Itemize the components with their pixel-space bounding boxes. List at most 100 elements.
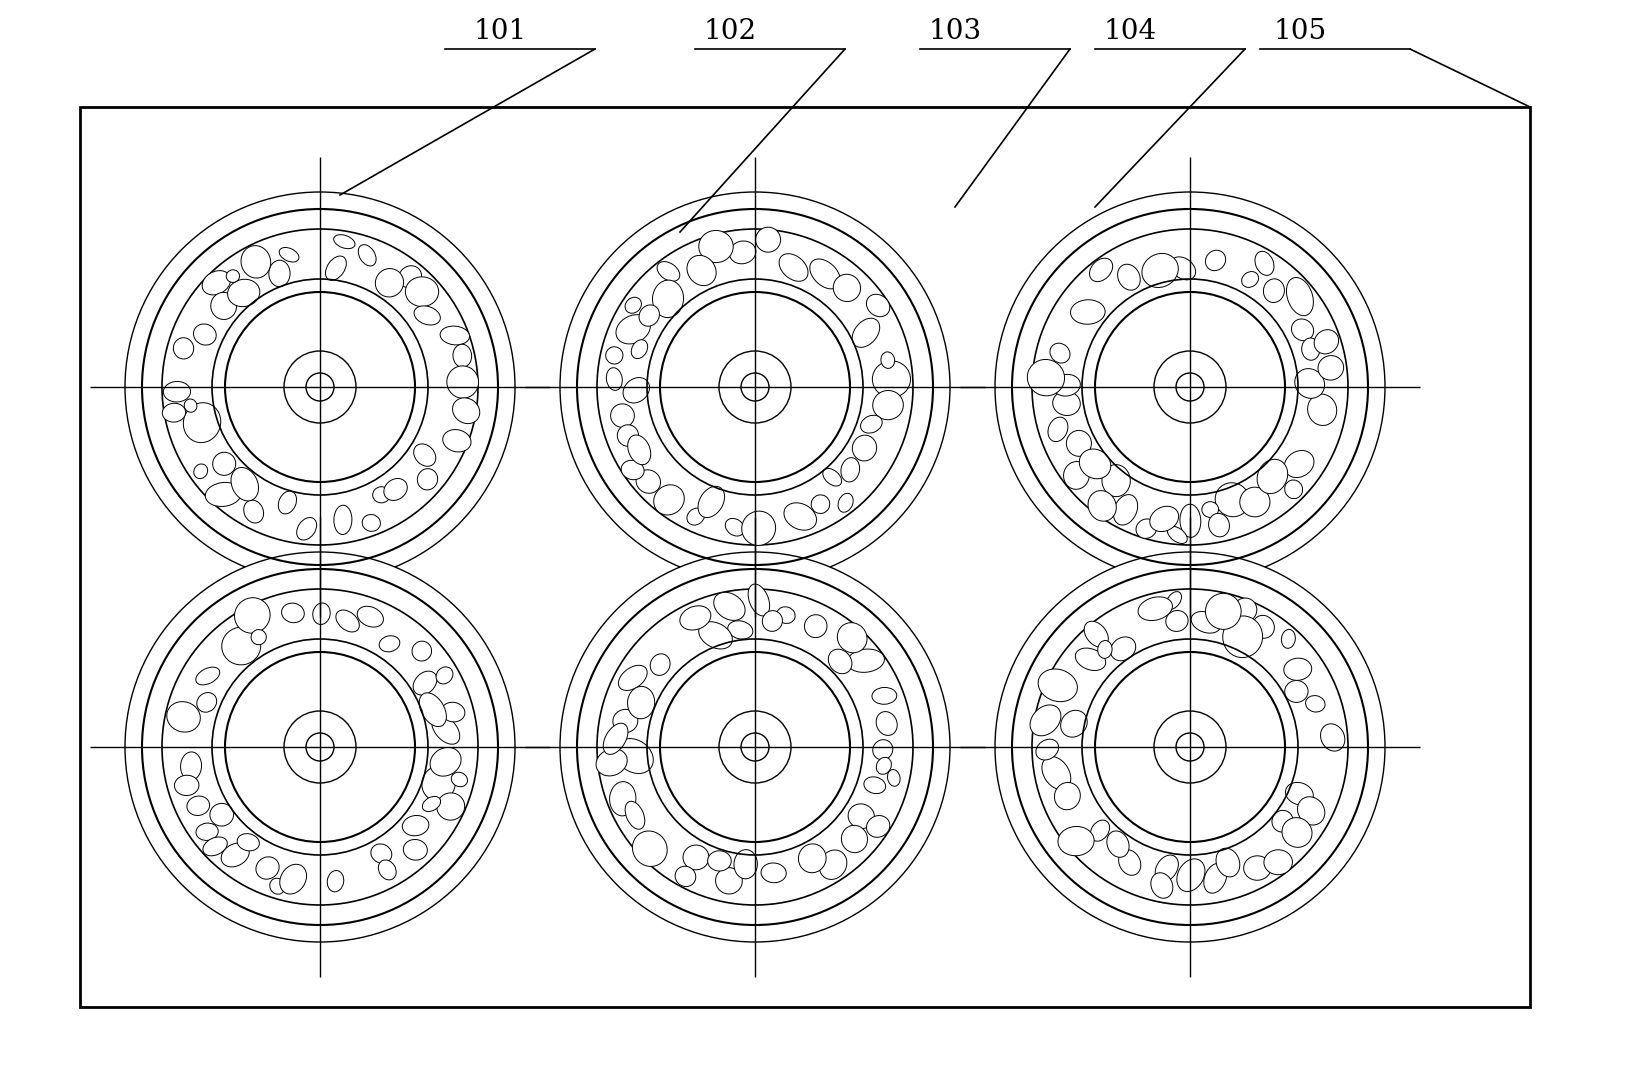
Circle shape [995, 552, 1385, 942]
Ellipse shape [163, 403, 186, 422]
Ellipse shape [1286, 277, 1313, 315]
Ellipse shape [451, 772, 468, 787]
Ellipse shape [1242, 272, 1258, 287]
Ellipse shape [616, 314, 651, 343]
Ellipse shape [1263, 279, 1285, 302]
Ellipse shape [326, 257, 346, 280]
Ellipse shape [687, 508, 705, 525]
Ellipse shape [1301, 338, 1319, 360]
Ellipse shape [1150, 507, 1179, 532]
Ellipse shape [1314, 329, 1339, 354]
Ellipse shape [376, 268, 404, 297]
Ellipse shape [436, 792, 464, 821]
Circle shape [1155, 351, 1225, 423]
Ellipse shape [654, 485, 684, 515]
Ellipse shape [748, 584, 769, 616]
Ellipse shape [804, 615, 827, 638]
Ellipse shape [1215, 848, 1240, 877]
Ellipse shape [1171, 257, 1196, 279]
Circle shape [596, 589, 912, 905]
Ellipse shape [1283, 658, 1311, 680]
Ellipse shape [436, 667, 453, 684]
Ellipse shape [651, 653, 670, 675]
Ellipse shape [399, 265, 422, 288]
Ellipse shape [632, 830, 667, 866]
Ellipse shape [1151, 873, 1173, 898]
Circle shape [660, 652, 850, 842]
Ellipse shape [336, 610, 359, 632]
Ellipse shape [881, 352, 894, 368]
Ellipse shape [853, 435, 876, 461]
Ellipse shape [1204, 863, 1227, 894]
Ellipse shape [203, 837, 227, 855]
Ellipse shape [1240, 487, 1270, 516]
Ellipse shape [1061, 710, 1087, 737]
Ellipse shape [1054, 783, 1080, 810]
Ellipse shape [1243, 855, 1271, 880]
Ellipse shape [621, 460, 644, 479]
Circle shape [226, 292, 415, 482]
Ellipse shape [865, 777, 886, 794]
Ellipse shape [1202, 502, 1219, 517]
Ellipse shape [1084, 622, 1108, 647]
Ellipse shape [784, 503, 817, 530]
Circle shape [1176, 373, 1204, 401]
Ellipse shape [1234, 598, 1257, 622]
Ellipse shape [1308, 395, 1337, 425]
Ellipse shape [842, 825, 868, 852]
Ellipse shape [848, 804, 875, 828]
Ellipse shape [212, 452, 236, 475]
Ellipse shape [184, 399, 198, 412]
Ellipse shape [422, 766, 455, 801]
Ellipse shape [1285, 480, 1303, 499]
Ellipse shape [206, 483, 242, 507]
Ellipse shape [684, 845, 708, 870]
Ellipse shape [1079, 449, 1110, 478]
Ellipse shape [1257, 460, 1288, 493]
Ellipse shape [708, 851, 731, 871]
Circle shape [741, 373, 769, 401]
Ellipse shape [1285, 450, 1314, 477]
Ellipse shape [1206, 250, 1225, 271]
Ellipse shape [268, 260, 290, 287]
Ellipse shape [812, 495, 830, 513]
Ellipse shape [181, 752, 201, 780]
Ellipse shape [280, 864, 306, 894]
Ellipse shape [412, 641, 432, 661]
Ellipse shape [430, 748, 461, 776]
Ellipse shape [453, 398, 479, 424]
Ellipse shape [173, 338, 194, 359]
Circle shape [1033, 229, 1347, 545]
Ellipse shape [1178, 859, 1206, 891]
Ellipse shape [779, 253, 809, 282]
Ellipse shape [799, 844, 827, 873]
Ellipse shape [432, 715, 460, 745]
Ellipse shape [871, 687, 896, 704]
Ellipse shape [675, 866, 695, 887]
Ellipse shape [1206, 594, 1242, 629]
Ellipse shape [1028, 360, 1064, 396]
Ellipse shape [1281, 817, 1313, 848]
Ellipse shape [626, 801, 644, 829]
Ellipse shape [842, 458, 860, 482]
Ellipse shape [296, 517, 316, 540]
Ellipse shape [1047, 417, 1067, 441]
Ellipse shape [203, 271, 231, 295]
Circle shape [1176, 733, 1204, 761]
Ellipse shape [413, 305, 440, 325]
Ellipse shape [611, 404, 634, 427]
Ellipse shape [628, 686, 654, 719]
Ellipse shape [194, 464, 208, 478]
Ellipse shape [1107, 830, 1130, 858]
Ellipse shape [413, 443, 436, 466]
Circle shape [283, 351, 356, 423]
Circle shape [660, 292, 850, 482]
Ellipse shape [698, 486, 725, 517]
Ellipse shape [453, 345, 471, 367]
Ellipse shape [446, 366, 479, 398]
Ellipse shape [1209, 513, 1229, 537]
Ellipse shape [1155, 855, 1178, 882]
Circle shape [560, 192, 950, 582]
Ellipse shape [616, 738, 654, 774]
Ellipse shape [1102, 464, 1130, 497]
